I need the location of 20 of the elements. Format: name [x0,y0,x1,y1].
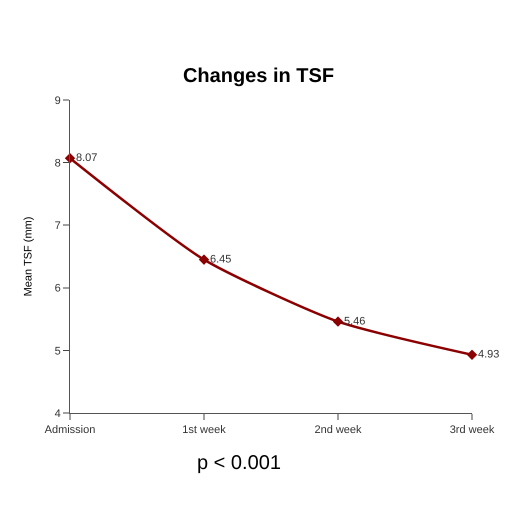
x-tick-label: Admission [44,424,96,436]
y-axis-title: Mean TSF (mm) [22,216,34,296]
y-tick-label: 4 [54,408,61,420]
data-label: 4.93 [478,348,500,361]
data-label: 6.45 [210,253,232,266]
y-tick-label: 8 [54,157,61,170]
y-tick-label: 6 [54,282,61,295]
y-tick-label: 7 [54,220,61,232]
text: p < 0.001 [197,452,281,474]
chart-title: Changes in TSF [182,64,334,87]
data-label: 8.07 [76,152,98,164]
x-tick-label: 3rd week [450,424,495,436]
x-tick-label: 2nd week [314,424,362,436]
x-tick-label: 1st week [182,424,226,436]
point [332,316,344,327]
point [198,254,210,265]
data-label: 5.46 [344,315,366,328]
y-tick-label: 9 [54,94,61,107]
point [466,350,478,360]
y-tick-label: 5 [54,345,61,358]
